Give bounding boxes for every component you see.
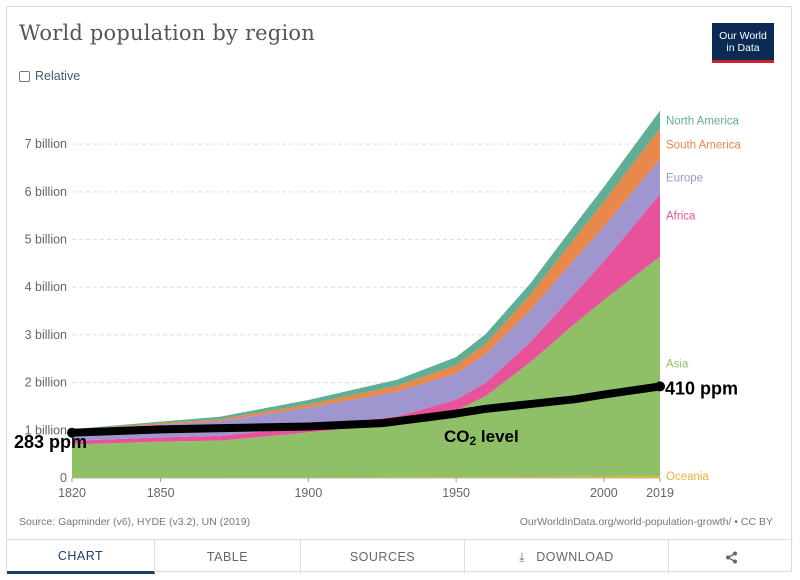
tab-download[interactable]: ⤓ DOWNLOAD [465, 540, 669, 574]
stacked-areas [72, 110, 660, 478]
area-north-america[interactable] [72, 110, 660, 430]
y-tick-label: 6 billion [25, 185, 67, 199]
tab-chart[interactable]: CHART [7, 540, 155, 574]
y-tick-label: 1 billion [25, 423, 67, 437]
co2-start-label: 283 ppm [14, 432, 87, 452]
y-tick-label: 3 billion [25, 328, 67, 342]
co2-start-point [67, 427, 77, 438]
tab-sources[interactable]: SOURCES [301, 540, 465, 574]
relative-toggle[interactable]: Relative [19, 69, 80, 83]
y-tick-label: 4 billion [25, 280, 67, 294]
co2-end-point [655, 381, 665, 392]
tab-bar: CHART TABLE SOURCES ⤓ DOWNLOAD [7, 539, 793, 574]
tab-download-label: DOWNLOAD [536, 550, 614, 564]
area-oceania[interactable] [72, 475, 660, 478]
x-tick-label: 1900 [294, 486, 322, 500]
y-tick-label: 7 billion [25, 137, 67, 151]
source-link[interactable]: OurWorldInData.org/world-population-grow… [519, 516, 773, 528]
x-tick-label: 2000 [590, 486, 618, 500]
legend-asia[interactable]: Asia [666, 359, 689, 371]
relative-checkbox[interactable] [19, 70, 30, 82]
co2-end-label: 410 ppm [665, 379, 738, 399]
source-note: Source: Gapminder (v6), HYDE (v3.2), UN … [19, 516, 251, 528]
y-tick-label: 2 billion [25, 376, 67, 390]
x-tick-label: 1950 [442, 486, 470, 500]
x-axis: 1820 1850 1900 1950 2000 2019 [58, 478, 674, 500]
legend-europe[interactable]: Europe [666, 173, 703, 185]
chart-title: World population by region [19, 21, 315, 45]
download-icon: ⤓ [519, 549, 525, 564]
share-icon [725, 551, 737, 563]
chart-card: World population by region Our World in … [6, 6, 793, 574]
co2-series-label: CO2 level [444, 427, 519, 448]
x-tick-label: 1850 [147, 486, 175, 500]
owid-logo[interactable]: Our World in Data [712, 23, 774, 63]
co2-overlay: 283 ppm 410 ppm CO2 level [14, 379, 738, 452]
x-tick-label: 2019 [646, 486, 674, 500]
tab-share[interactable] [669, 540, 793, 574]
chart-area: 0 1 billion 2 billion 3 billion 4 billion 5 b… [14, 110, 741, 500]
area-europe[interactable] [72, 158, 660, 441]
legend-north-america[interactable]: North America [666, 115, 739, 127]
area-asia[interactable] [72, 256, 660, 478]
x-tick-label: 1820 [58, 486, 86, 500]
y-tick-label: 5 billion [25, 233, 67, 247]
legend-africa[interactable]: Africa [666, 211, 696, 223]
logo-line-1: Our World [719, 30, 767, 42]
legend-oceania[interactable]: Oceania [666, 471, 709, 483]
legend: Oceania Asia Africa Europe South America Nort… [666, 115, 741, 483]
co2-line [68, 382, 664, 437]
tab-table[interactable]: TABLE [155, 540, 301, 574]
relative-label: Relative [35, 69, 81, 83]
legend-south-america[interactable]: South America [666, 140, 741, 152]
logo-line-2: in Data [726, 42, 760, 54]
area-south-america[interactable] [72, 128, 660, 431]
y-tick-label: 0 [60, 471, 67, 485]
y-axis: 0 1 billion 2 billion 3 billion 4 billion 5 b… [25, 137, 67, 485]
